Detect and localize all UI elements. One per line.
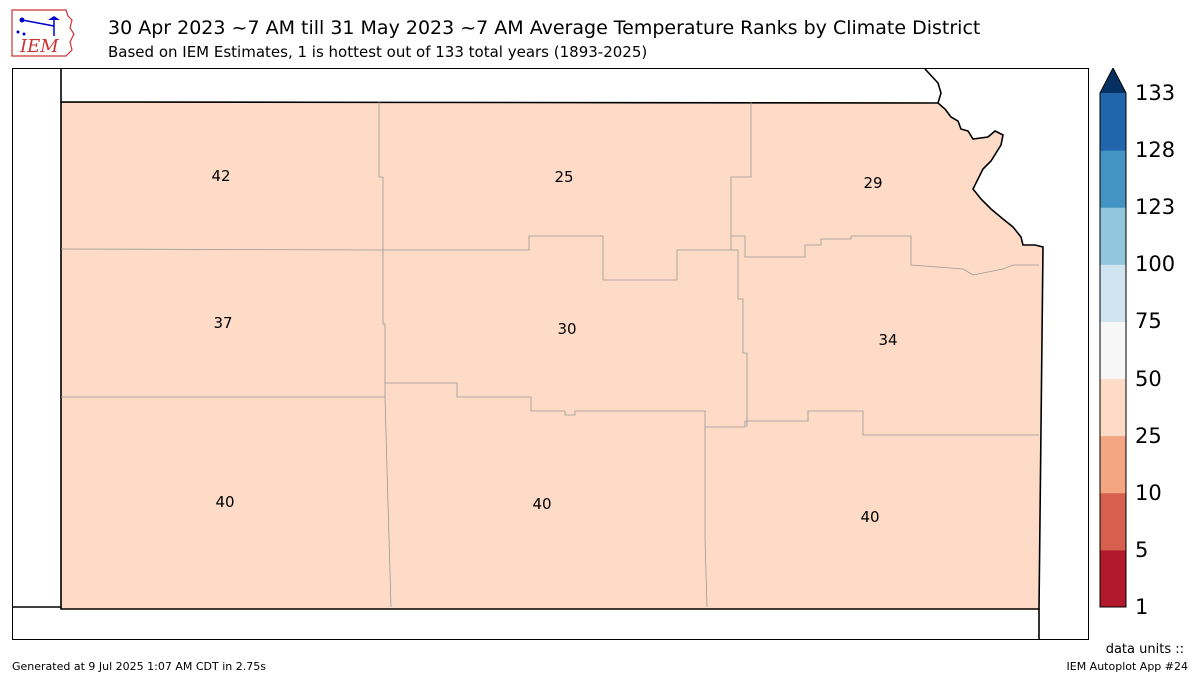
- colorbar-extend-arrow: [1100, 68, 1126, 93]
- colorbar-tick-label: 123: [1135, 195, 1176, 220]
- district-rank-northeast: 29: [863, 174, 883, 192]
- colorbar-tick-label: 50: [1135, 366, 1162, 391]
- district-rank-east-central: 34: [878, 331, 898, 349]
- chart-title: 30 Apr 2023 ~7 AM till 31 May 2023 ~7 AM…: [108, 17, 981, 39]
- iem-logo: IEM: [11, 9, 75, 57]
- colorbar-bin: [1100, 435, 1126, 494]
- colorbar-tick-label: 1: [1135, 595, 1149, 619]
- colorbar-tick-label: 75: [1135, 309, 1162, 334]
- district-rank-central: 30: [557, 320, 577, 338]
- state-boundaries: [13, 69, 1044, 639]
- district-rank-southeast: 40: [860, 508, 880, 526]
- district-rank-west-central: 37: [213, 314, 233, 332]
- data-units-label: data units ::: [1105, 642, 1184, 657]
- colorbar-bins: [1100, 93, 1126, 608]
- app-label: IEM Autoplot App #24: [1066, 660, 1189, 673]
- district-rank-south-central: 40: [532, 495, 552, 513]
- colorbar-bin: [1100, 321, 1126, 380]
- colorbar-bin: [1100, 549, 1126, 608]
- map-panel: 42 25 29 37 30 34 40 40 40: [12, 68, 1089, 640]
- colorbar-tick-label: 25: [1135, 423, 1162, 448]
- colorbar-bin: [1100, 207, 1126, 265]
- generated-timestamp: Generated at 9 Jul 2025 1:07 AM CDT in 2…: [12, 660, 266, 673]
- kansas-fill: [61, 102, 1043, 609]
- chart-subtitle: Based on IEM Estimates, 1 is hottest out…: [108, 43, 648, 61]
- colorbar-bin: [1100, 264, 1126, 322]
- colorbar-bin: [1100, 150, 1126, 208]
- district-boundaries: [60, 102, 1039, 608]
- colorbar-bin: [1100, 492, 1126, 551]
- colorbar-bin: [1100, 378, 1126, 437]
- colorbar-tick-label: 100: [1135, 252, 1176, 277]
- district-rank-north-central: 25: [554, 168, 574, 186]
- colorbar-tick-label: 133: [1135, 81, 1176, 105]
- colorbar-bin: [1100, 93, 1126, 151]
- logo-text: IEM: [19, 36, 59, 57]
- colorbar-tick-label: 10: [1135, 480, 1162, 505]
- colorbar-tick-label: 5: [1135, 537, 1149, 562]
- kansas-map: [13, 69, 1044, 639]
- district-rank-northwest: 42: [211, 167, 231, 185]
- state-fill: [61, 102, 1043, 609]
- district-rank-southwest: 40: [215, 493, 235, 511]
- colorbar-tick-label: 128: [1135, 138, 1176, 163]
- colorbar: [1099, 68, 1127, 608]
- colorbar-outline: [1099, 68, 1127, 608]
